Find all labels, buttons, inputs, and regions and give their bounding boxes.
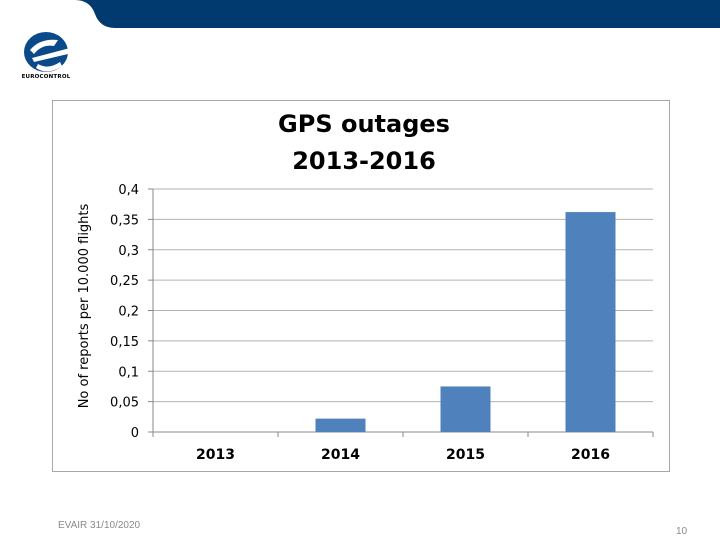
y-tick-label: 0,25	[110, 274, 139, 289]
y-tick-label: 0,35	[110, 213, 139, 228]
y-tick-label: 0,15	[110, 335, 139, 350]
chart-frame: GPS outages 2013-2016 0 0,05 0,1 0,15 0,2 0,25 0…	[52, 100, 670, 472]
header-band	[0, 0, 720, 28]
bar-2016	[565, 212, 616, 432]
y-tick-label: 0,4	[118, 183, 139, 198]
y-tick-label: 0,1	[118, 365, 139, 380]
x-tick-label: 2016	[571, 447, 610, 463]
chart-title-line-1: GPS outages	[278, 110, 450, 138]
y-tick-label: 0,05	[110, 396, 139, 411]
y-tick-label: 0,3	[118, 244, 139, 259]
chart-title-line-2: 2013-2016	[292, 147, 436, 175]
bar-2015	[440, 386, 491, 432]
chart: GPS outages 2013-2016 0 0,05 0,1 0,15 0,2 0,25 0…	[77, 110, 654, 463]
page-number: 10	[676, 526, 688, 537]
y-tick-label: 0,2	[118, 305, 139, 320]
x-tick-label: 2013	[196, 447, 235, 463]
y-axis-label: No of reports per 10.000 flights	[77, 203, 92, 408]
x-tick-label: 2015	[446, 447, 485, 463]
bar-2014	[315, 418, 366, 432]
eurocontrol-logo	[24, 32, 70, 72]
y-tick-label: 0	[131, 426, 139, 441]
footer-event: EVAIR 31/10/2020	[58, 520, 141, 531]
logo-text: EUROCONTROL	[21, 74, 71, 80]
x-tick-label: 2014	[321, 447, 360, 463]
